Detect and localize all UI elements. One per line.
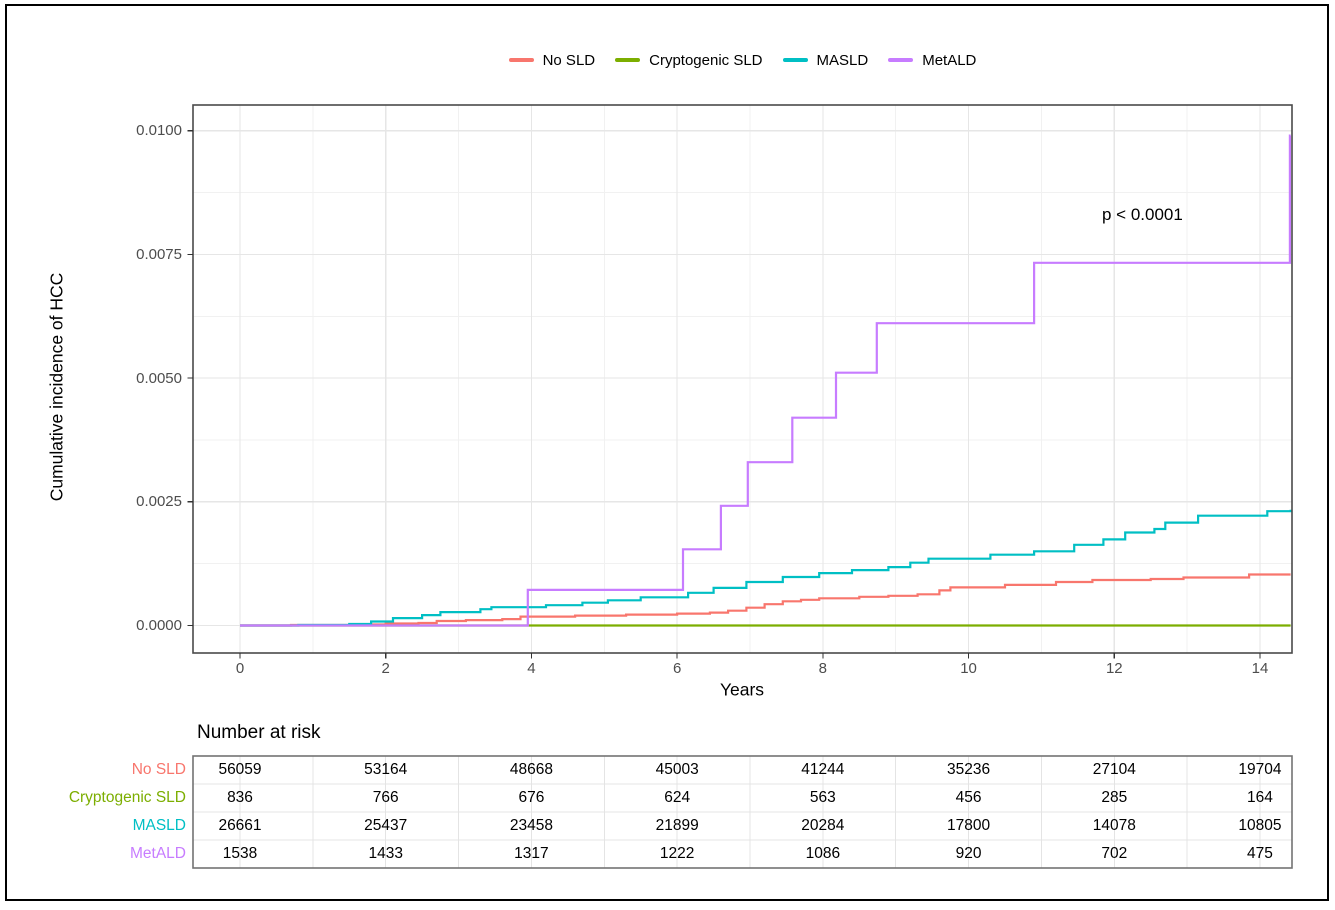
risk-count: 35236 — [947, 760, 991, 778]
risk-count: 456 — [955, 788, 982, 806]
risk-count: 20284 — [801, 816, 845, 834]
risk-row-label-cryptogenic-sld: Cryptogenic SLD — [68, 788, 186, 806]
risk-count: 21899 — [655, 816, 699, 834]
risk-count: 1433 — [368, 844, 403, 862]
legend: No SLD Cryptogenic SLD MASLD MetALD — [193, 45, 1292, 75]
y-tick-label: 0.0000 — [136, 617, 182, 634]
risk-count: 17800 — [947, 816, 991, 834]
risk-count: 27104 — [1092, 760, 1136, 778]
risk-count: 836 — [227, 788, 253, 806]
risk-count: 1538 — [222, 844, 258, 862]
legend-label: Cryptogenic SLD — [649, 51, 763, 69]
x-tick-label: 0 — [235, 660, 245, 677]
risk-count: 1086 — [805, 844, 841, 862]
risk-count: 563 — [809, 788, 836, 806]
x-tick-label: 4 — [527, 660, 536, 677]
risk-count: 19704 — [1238, 760, 1282, 778]
risk-count: 676 — [518, 788, 545, 806]
x-tick-label: 6 — [672, 660, 682, 677]
x-tick-label: 8 — [818, 660, 828, 677]
curve-masld — [240, 509, 1292, 627]
legend-item-cryptogenic-sld: Cryptogenic SLD — [615, 51, 763, 69]
risk-count: 23458 — [509, 816, 553, 834]
legend-line-swatch-icon — [782, 58, 808, 62]
risk-count: 53164 — [364, 760, 408, 778]
risk-count: 10805 — [1238, 816, 1282, 834]
x-axis-title: Years — [719, 679, 765, 700]
x-tick-label: 12 — [1105, 660, 1123, 677]
risk-count: 56059 — [218, 760, 262, 778]
x-tick-label: 2 — [381, 660, 390, 677]
risk-count: 164 — [1247, 788, 1273, 806]
risk-count: 285 — [1101, 788, 1128, 806]
risk-count: 26661 — [218, 816, 262, 834]
y-tick-label: 0.0100 — [136, 122, 182, 140]
risk-count: 48668 — [509, 760, 553, 778]
risk-count: 25437 — [364, 816, 408, 834]
curve-no-sld — [240, 573, 1291, 627]
legend-label: MetALD — [922, 51, 977, 69]
x-tick-label: 10 — [960, 660, 977, 677]
legend-item-no-sld: No SLD — [508, 51, 596, 69]
legend-line-swatch-icon — [615, 58, 641, 62]
legend-item-masld: MASLD — [782, 51, 869, 69]
risk-count: 1317 — [514, 844, 549, 862]
grid-lines — [193, 105, 1292, 653]
panel-border — [192, 104, 1293, 654]
legend-item-metald: MetALD — [888, 53, 976, 68]
risk-count: 45003 — [655, 760, 699, 778]
y-axis-title: Cumulative incidence of HCC — [46, 272, 67, 502]
curve-metald — [240, 134, 1291, 627]
risk-count: 475 — [1247, 844, 1273, 862]
risk-count: 14078 — [1092, 816, 1136, 834]
legend-label: No SLD — [542, 51, 596, 69]
p-value-annotation: p < 0.0001 — [1102, 205, 1183, 224]
legend-label: MASLD — [816, 51, 869, 69]
y-tick-label: 0.0075 — [136, 245, 182, 263]
risk-row-label-no-sld: No SLD — [131, 760, 186, 778]
risk-count: 920 — [955, 844, 982, 862]
risk-count: 766 — [372, 788, 399, 806]
legend-line-swatch-icon — [508, 58, 534, 62]
survival-curves — [240, 134, 1292, 627]
legend-line-swatch-icon — [888, 58, 914, 62]
risk-count: 702 — [1101, 844, 1128, 862]
risk-row-label-masld: MASLD — [132, 816, 186, 834]
risk-count: 41244 — [801, 760, 845, 778]
risk-count: 1222 — [659, 844, 695, 862]
risk-row-label-metald: MetALD — [130, 844, 186, 862]
y-tick-label: 0.0050 — [136, 369, 182, 387]
figure-frame — [5, 4, 1329, 901]
risk-count: 624 — [664, 788, 691, 806]
x-tick-label: 14 — [1251, 660, 1269, 677]
risk-table-title: Number at risk — [197, 722, 321, 743]
risk-table-grid — [193, 756, 1292, 868]
axis-tick-marks — [187, 130, 1261, 659]
y-tick-label: 0.0025 — [136, 493, 182, 511]
risk-table-border — [192, 755, 1293, 869]
